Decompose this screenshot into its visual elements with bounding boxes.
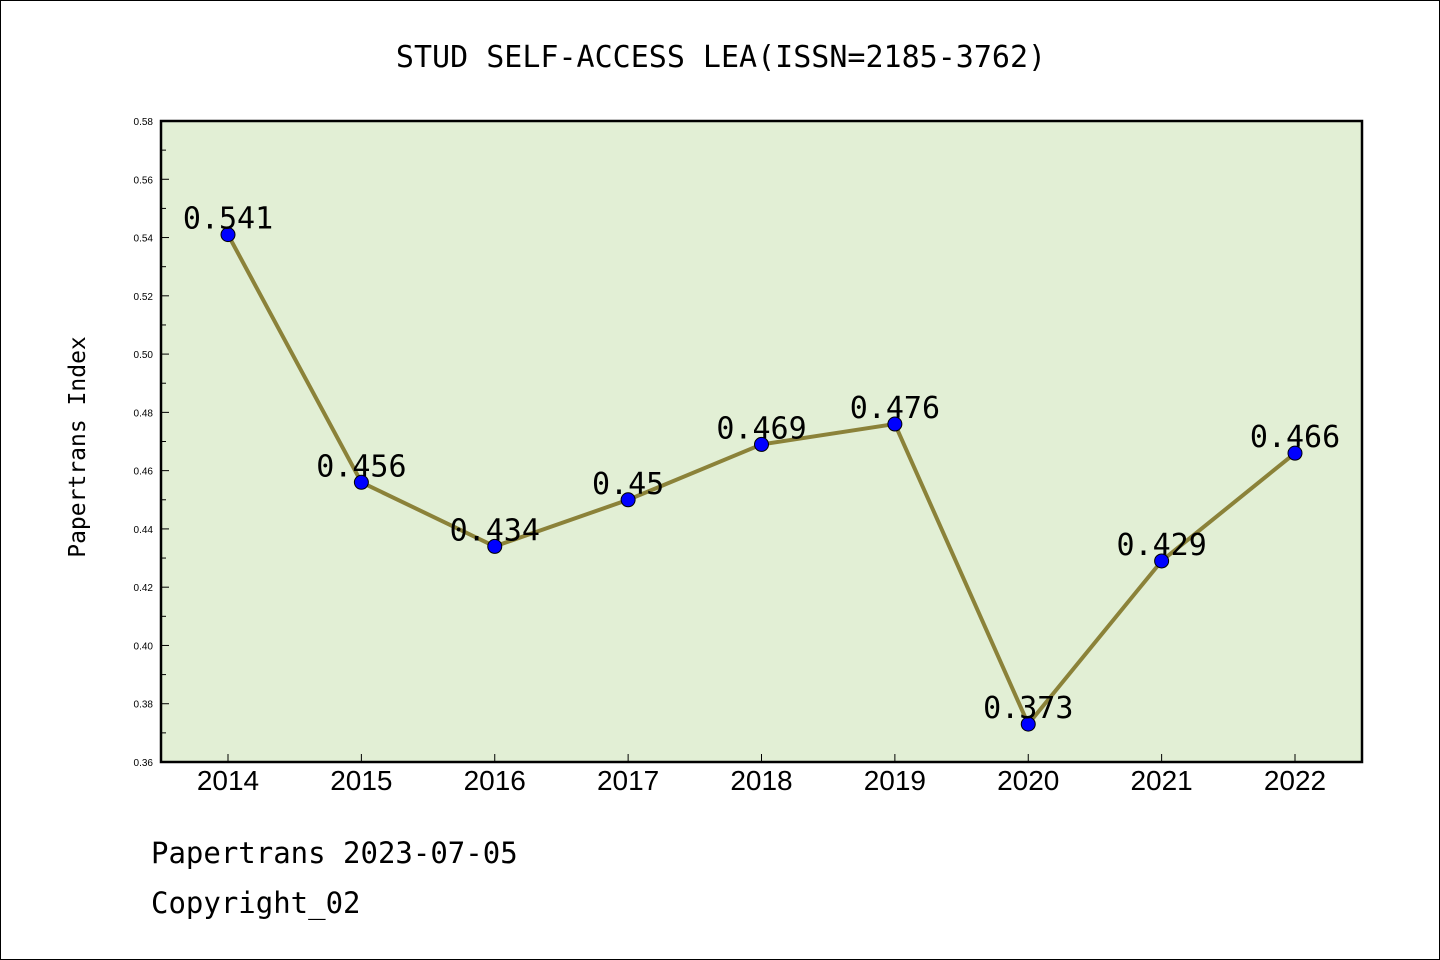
x-tick-label: 2020 bbox=[997, 765, 1059, 796]
y-tick-label: 0.58 bbox=[134, 117, 154, 128]
x-tick-label: 2015 bbox=[330, 765, 392, 796]
footer-date: Papertrans 2023-07-05 bbox=[151, 836, 518, 870]
data-label: 0.434 bbox=[450, 513, 540, 548]
data-point bbox=[1154, 553, 1170, 569]
data-point bbox=[1020, 716, 1036, 732]
data-label: 0.476 bbox=[850, 391, 940, 426]
data-point bbox=[1287, 445, 1303, 461]
series-line-group: 0.541 0.456 0.434 0.45 0.469 0.476 0.373 0.429 0… bbox=[183, 202, 1340, 732]
chart-title: STUD SELF-ACCESS LEA(ISSN=2185-3762) bbox=[396, 40, 1046, 75]
data-label: 0.541 bbox=[183, 202, 273, 237]
data-point bbox=[754, 436, 769, 452]
data-label: 0.456 bbox=[316, 449, 406, 484]
data-point bbox=[220, 227, 236, 243]
x-tick-label: 2014 bbox=[197, 765, 259, 796]
y-tick-label: 0.38 bbox=[134, 700, 154, 711]
x-tick-label: 2019 bbox=[864, 765, 926, 796]
y-tick-label: 0.50 bbox=[134, 350, 154, 361]
data-label: 0.45 bbox=[592, 467, 664, 502]
x-tick-label: 2018 bbox=[730, 765, 792, 796]
data-point bbox=[887, 416, 903, 432]
data-point bbox=[487, 538, 503, 554]
y-tick-label: 0.40 bbox=[134, 641, 154, 652]
x-tick-label: 2021 bbox=[1130, 765, 1192, 796]
data-label: 0.373 bbox=[983, 691, 1073, 726]
y-tick-label: 0.42 bbox=[134, 583, 154, 594]
y-tick-label: 0.54 bbox=[134, 234, 154, 245]
y-tick-label: 0.44 bbox=[134, 525, 154, 536]
plot-border bbox=[159, 119, 1364, 764]
x-tick-label: 2022 bbox=[1264, 765, 1326, 796]
y-tick-label: 0.46 bbox=[134, 467, 154, 478]
data-point bbox=[353, 474, 369, 490]
data-point bbox=[620, 492, 636, 508]
x-axis: 2014 2015 2016 2017 2018 2019 2020 2021 2022 bbox=[197, 754, 1326, 796]
footer-copyright: Copyright_02 bbox=[151, 886, 361, 920]
x-tick-label: 2016 bbox=[464, 765, 526, 796]
data-label: 0.466 bbox=[1250, 420, 1340, 455]
y-tick-label: 0.56 bbox=[134, 175, 154, 186]
data-label: 0.429 bbox=[1116, 528, 1206, 563]
y-tick-label: 0.52 bbox=[134, 292, 154, 303]
y-axis-label: Papertrans Index bbox=[65, 336, 91, 558]
data-label: 0.469 bbox=[716, 411, 806, 446]
y-axis: 0.36 0.38 0.40 0.42 0.44 0.46 0.48 0.50 0.52 0.54… bbox=[134, 117, 169, 769]
x-tick-label: 2017 bbox=[597, 765, 659, 796]
y-tick-label: 0.36 bbox=[134, 758, 154, 769]
y-tick-label: 0.48 bbox=[134, 408, 154, 419]
